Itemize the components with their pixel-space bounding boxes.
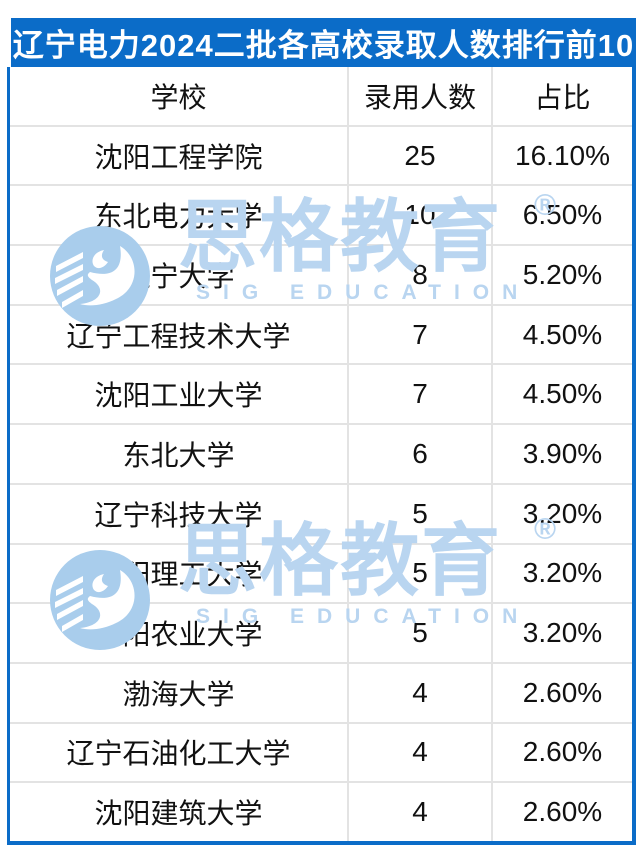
- admitted-count: 7: [412, 378, 428, 410]
- ranking-table: 学校 录用人数 占比 沈阳工程学院 25 16.10% 东北电力大学 10 6.…: [7, 67, 636, 845]
- school-name: 辽宁工程技术大学: [66, 320, 291, 352]
- column-header-percentage: 占比: [493, 67, 632, 125]
- school-name: 沈阳理工大学: [94, 559, 263, 591]
- percentage-cell: 3.20%: [493, 485, 632, 543]
- school-cell: 沈阳理工大学: [10, 544, 349, 603]
- table-row: 沈阳工业大学 7 4.50%: [10, 365, 632, 426]
- admitted-count: 4: [412, 676, 428, 708]
- school-cell: 辽宁工程技术大学: [10, 305, 349, 364]
- percentage-cell: 6.50%: [493, 186, 632, 244]
- school-name: 沈阳农业大学: [94, 619, 263, 651]
- admitted-count: 10: [404, 199, 436, 231]
- column-header-admitted-count-label: 录用人数: [363, 81, 476, 113]
- table-row: 辽宁科技大学 5 3.20%: [10, 484, 632, 545]
- percentage-cell: 4.50%: [493, 306, 632, 364]
- percentage-cell: 2.60%: [493, 783, 632, 841]
- admitted-count: 5: [412, 497, 428, 529]
- admitted-count: 7: [412, 318, 428, 350]
- school-cell: 东北大学: [10, 425, 349, 483]
- table-row: 辽宁石油化工大学 4 2.60%: [10, 723, 632, 784]
- percentage-value: 4.50%: [522, 318, 603, 350]
- percentage-cell: 2.60%: [493, 664, 632, 722]
- school-cell: 沈阳建筑大学: [10, 783, 349, 841]
- count-cell: 4: [349, 723, 493, 782]
- count-cell: 4: [349, 783, 493, 841]
- admitted-count: 5: [412, 557, 428, 589]
- table-header-row: 学校 录用人数 占比: [10, 67, 632, 127]
- admitted-count: 5: [412, 617, 428, 649]
- school-name: 辽宁大学: [122, 260, 235, 292]
- page-title: 辽宁电力2024二批各高校录取人数排行前10: [11, 18, 636, 67]
- percentage-value: 2.60%: [522, 676, 603, 708]
- count-cell: 5: [349, 484, 493, 543]
- table-row: 沈阳农业大学 5 3.20%: [10, 604, 632, 664]
- table-row: 沈阳理工大学 5 3.20%: [10, 544, 632, 605]
- count-cell: 7: [349, 305, 493, 364]
- school-name: 沈阳建筑大学: [94, 798, 263, 830]
- percentage-cell: 5.20%: [493, 246, 632, 304]
- percentage-value: 6.50%: [522, 199, 603, 231]
- school-cell: 沈阳工业大学: [10, 365, 349, 424]
- table-row: 东北电力大学 10 6.50%: [10, 186, 632, 247]
- school-cell: 沈阳农业大学: [10, 604, 349, 662]
- table-row: 沈阳工程学院 25 16.10%: [10, 126, 632, 187]
- table-row: 东北大学 6 3.90%: [10, 425, 632, 485]
- table-row: 渤海大学 4 2.60%: [10, 663, 632, 724]
- percentage-value: 5.20%: [522, 258, 603, 290]
- percentage-value: 3.20%: [522, 557, 603, 589]
- percentage-cell: 16.10%: [493, 127, 632, 185]
- percentage-cell: 4.50%: [493, 365, 632, 423]
- count-cell: 5: [349, 544, 493, 603]
- school-cell: 辽宁科技大学: [10, 484, 349, 543]
- percentage-value: 3.20%: [522, 617, 603, 649]
- percentage-cell: 2.60%: [493, 724, 632, 782]
- school-name: 沈阳工业大学: [94, 380, 263, 412]
- table-row: 辽宁大学 8 5.20%: [10, 246, 632, 306]
- count-cell: 4: [349, 663, 493, 722]
- percentage-cell: 3.20%: [493, 545, 632, 603]
- column-header-percentage-label: 占比: [534, 81, 591, 113]
- column-header-school: 学校: [10, 67, 349, 125]
- count-cell: 7: [349, 365, 493, 424]
- column-header-admitted-count: 录用人数: [349, 67, 493, 125]
- percentage-value: 4.50%: [522, 378, 603, 410]
- school-cell: 辽宁石油化工大学: [10, 723, 349, 782]
- table-row: 沈阳建筑大学 4 2.60%: [10, 783, 632, 841]
- school-name: 东北电力大学: [94, 201, 263, 233]
- percentage-value: 2.60%: [522, 796, 603, 828]
- admitted-count: 8: [412, 258, 428, 290]
- percentage-cell: 3.20%: [493, 604, 632, 662]
- school-name: 辽宁石油化工大学: [66, 738, 291, 770]
- count-cell: 5: [349, 604, 493, 662]
- admitted-count: 4: [412, 736, 428, 768]
- admitted-count: 4: [412, 796, 428, 828]
- percentage-value: 16.10%: [515, 139, 610, 171]
- percentage-value: 2.60%: [522, 736, 603, 768]
- count-cell: 25: [349, 126, 493, 185]
- percentage-value: 3.90%: [522, 437, 603, 469]
- school-name: 沈阳工程学院: [94, 141, 263, 173]
- admitted-count: 6: [412, 437, 428, 469]
- school-cell: 渤海大学: [10, 663, 349, 722]
- table-row: 辽宁工程技术大学 7 4.50%: [10, 305, 632, 366]
- school-name: 东北大学: [122, 439, 235, 471]
- school-cell: 辽宁大学: [10, 246, 349, 304]
- percentage-cell: 3.90%: [493, 425, 632, 483]
- count-cell: 8: [349, 246, 493, 304]
- column-header-school-label: 学校: [150, 81, 207, 113]
- school-cell: 沈阳工程学院: [10, 126, 349, 185]
- count-cell: 6: [349, 425, 493, 483]
- school-cell: 东北电力大学: [10, 186, 349, 245]
- percentage-value: 3.20%: [522, 497, 603, 529]
- admitted-count: 25: [404, 139, 436, 171]
- school-name: 渤海大学: [122, 678, 235, 710]
- count-cell: 10: [349, 186, 493, 245]
- school-name: 辽宁科技大学: [94, 499, 263, 531]
